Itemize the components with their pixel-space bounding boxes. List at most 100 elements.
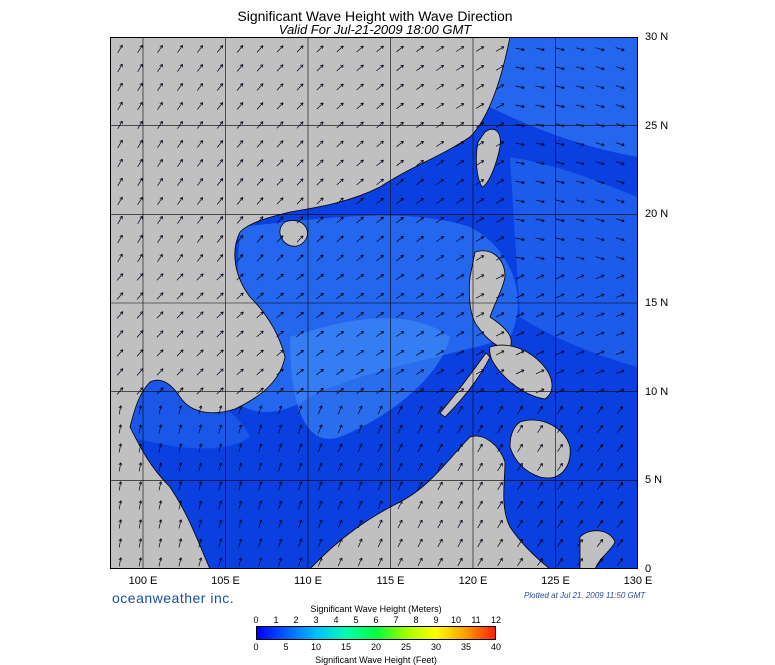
wave-arrow (216, 83, 224, 91)
wave-arrow (336, 140, 344, 148)
wave-arrow (156, 387, 164, 395)
wave-arrow (276, 368, 284, 376)
wave-arrow (537, 481, 543, 490)
wave-arrow (137, 234, 143, 243)
wave-arrow (198, 500, 203, 510)
wave-arrow (555, 180, 565, 185)
wave-arrow (477, 443, 483, 453)
wave-arrow (178, 500, 183, 510)
wave-arrow (476, 122, 485, 128)
wave-arrow (296, 121, 304, 129)
wave-arrow (177, 253, 183, 262)
colorbar-tick-meters: 5 (353, 615, 359, 625)
wave-arrow (158, 519, 163, 529)
wave-arrow (377, 538, 383, 548)
wave-arrow (138, 500, 143, 510)
colorbar-tick-meters: 8 (413, 615, 419, 625)
wave-arrow (138, 481, 143, 491)
wave-arrow (436, 141, 445, 147)
land-sulawesi (579, 530, 616, 569)
wave-arrow (515, 256, 525, 261)
wave-arrow (436, 331, 445, 337)
wave-arrow (577, 520, 584, 528)
wave-arrow (376, 197, 384, 205)
wave-arrow (457, 538, 463, 548)
wave-arrow (476, 65, 485, 71)
wave-arrow (575, 312, 585, 318)
wave-arrow (616, 444, 624, 452)
wave-arrow (396, 331, 405, 337)
wave-arrow (476, 46, 485, 52)
wave-arrow (198, 557, 203, 567)
wave-arrow (317, 443, 323, 453)
wave-arrow (298, 538, 303, 548)
wave-arrow (176, 292, 184, 300)
wave-arrow (416, 121, 424, 128)
wave-arrow (456, 160, 465, 166)
wave-arrow (456, 46, 465, 52)
wave-arrow (515, 199, 525, 204)
wave-arrow (396, 235, 404, 243)
wave-arrow (416, 293, 425, 299)
wave-arrow (218, 538, 223, 548)
wave-arrow (178, 519, 183, 529)
wave-arrow (397, 519, 403, 529)
wave-arrow (376, 45, 384, 53)
wave-arrow (177, 196, 183, 205)
wave-arrow (157, 82, 163, 91)
wave-arrow (236, 292, 244, 300)
wave-arrow (316, 140, 324, 148)
wave-arrow (477, 519, 483, 529)
wave-arrow (238, 424, 243, 434)
wave-arrow (258, 500, 263, 510)
wave-arrow (615, 312, 625, 317)
wave-arrow (157, 177, 163, 186)
wave-arrow (495, 46, 505, 52)
wave-arrow (357, 443, 363, 453)
wave-map (110, 37, 638, 569)
colorbar-tick-meters: 9 (433, 615, 439, 625)
wave-arrow (236, 311, 244, 319)
wave-arrow (337, 405, 343, 415)
wave-arrow (236, 349, 244, 357)
wave-arrow (517, 462, 523, 471)
wave-arrow (437, 500, 443, 510)
wave-arrow (137, 63, 143, 72)
wave-arrow (595, 85, 605, 90)
wave-arrow (298, 481, 303, 491)
wave-arrow (216, 178, 224, 186)
wave-arrow (158, 462, 163, 472)
wave-arrow (457, 424, 463, 434)
wave-arrow (555, 66, 565, 71)
wave-arrow (417, 557, 423, 567)
wave-arrow (397, 405, 403, 415)
wave-arrow (278, 424, 283, 434)
wave-arrow (436, 255, 445, 261)
wave-arrow (477, 462, 483, 472)
wave-arrow (437, 519, 443, 529)
wave-arrow (477, 500, 483, 510)
wave-arrow (158, 557, 163, 567)
wave-arrow (595, 331, 605, 337)
wave-arrow (575, 274, 585, 280)
wave-arrow (356, 216, 364, 224)
wave-arrow (256, 273, 264, 281)
wave-arrow (178, 538, 183, 548)
wave-arrow (117, 82, 123, 92)
wave-arrow (276, 273, 284, 281)
wave-arrow (356, 350, 364, 356)
wave-arrow (596, 558, 604, 566)
wave-arrow (158, 424, 163, 434)
wave-arrow (116, 330, 124, 338)
wave-arrow (377, 500, 383, 510)
wave-arrow (557, 462, 563, 471)
wave-arrow (517, 405, 523, 414)
wave-arrow (276, 102, 284, 110)
wave-arrow (236, 387, 244, 395)
wave-arrow (417, 519, 423, 529)
wave-arrow (197, 197, 204, 205)
wave-arrow (336, 102, 344, 110)
wave-arrow (555, 388, 565, 394)
wave-arrow (437, 424, 443, 434)
wave-arrow (575, 293, 585, 299)
